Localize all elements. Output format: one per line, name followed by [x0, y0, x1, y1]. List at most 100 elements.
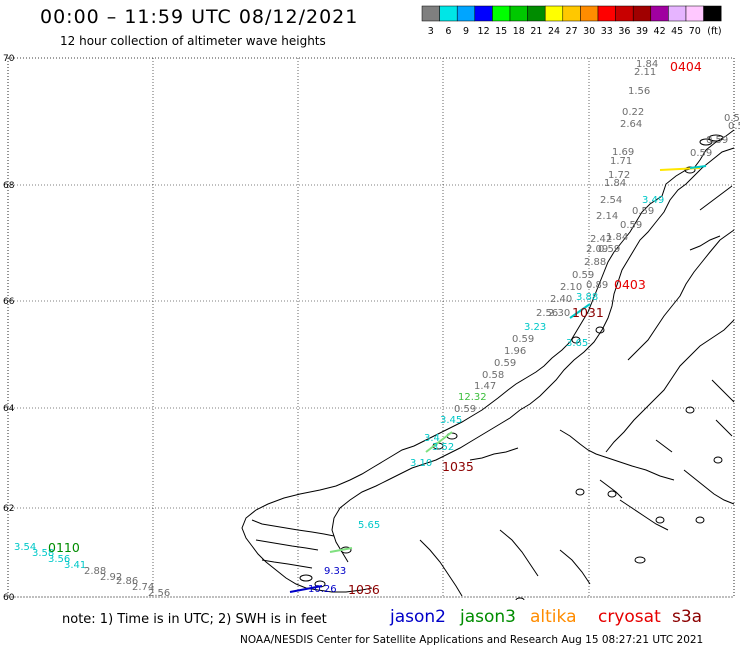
island: [713, 456, 723, 464]
track-segment: [689, 165, 707, 169]
coastline-segment: [599, 479, 623, 499]
island: [571, 336, 581, 344]
track-id-labels: 0404 0403 1031 1035 0110 1036: [48, 59, 702, 597]
scale-label: 24: [548, 26, 560, 37]
coastline-segment: [241, 129, 735, 593]
coastline-segment: [469, 447, 519, 461]
scale-label: 70: [689, 26, 701, 37]
wave-height-value: 0.59: [598, 244, 620, 255]
scale-swatch: [703, 5, 722, 22]
latitude-tick-label: 70: [3, 54, 15, 64]
wave-height-value: 5.65: [358, 520, 380, 531]
track-id: 0403: [614, 277, 646, 292]
island: [595, 326, 605, 334]
map-grid: [7, 57, 735, 598]
coastline-segment: [605, 319, 735, 453]
scale-label: 30: [583, 26, 595, 37]
wave-height-value: 2.14: [596, 211, 618, 222]
wave-height-value: 1.69: [612, 147, 634, 158]
wave-height-value: 3.4: [424, 433, 440, 444]
coastline: [241, 129, 735, 600]
wave-height-value: 3.52: [432, 442, 454, 453]
island: [575, 488, 585, 496]
wave-height-value: 0.59: [512, 334, 534, 345]
island: [708, 134, 724, 142]
wave-height-value: 3.41: [64, 560, 86, 571]
wave-height-value: 1.71: [610, 156, 632, 167]
coastline-segment: [689, 235, 721, 251]
wave-height-value: 0.59: [454, 404, 476, 415]
track-segment: [289, 585, 323, 593]
wave-height-value: 3.88: [576, 292, 598, 303]
track-id: 1031: [572, 305, 604, 320]
wave-height-value: 1.56: [628, 86, 650, 97]
latitude-tick-label: 66: [3, 297, 15, 307]
wave-height-value: 0.59: [620, 220, 642, 231]
island: [634, 556, 646, 564]
coastline-segment: [711, 379, 735, 403]
satellite-tracks: [289, 165, 707, 593]
latitude-ticks: 70 68 66 64 62 60: [3, 54, 15, 600]
footer-credit: NOAA/NESDIS Center for Satellite Applica…: [240, 634, 704, 646]
island: [607, 490, 617, 498]
wave-height-value: 2.30: [548, 308, 570, 319]
latitude-tick-label: 60: [3, 593, 15, 600]
coastline-segment: [419, 539, 463, 597]
coastline-segment: [715, 419, 733, 437]
scale-label: 21: [530, 26, 542, 37]
footer-note: note: 1) Time is in UTC; 2) SWH is in fe…: [62, 612, 327, 627]
coastline-segment: [683, 469, 735, 505]
track-id: 0404: [670, 59, 702, 74]
wave-height-value: 0.58: [482, 370, 504, 381]
latitude-tick-label: 64: [3, 404, 15, 414]
legend-item-cryosat: cryosat: [598, 607, 661, 627]
page-title: 00:00 – 11:59 UTC 08/12/2021: [40, 6, 359, 28]
scale-label: 12: [478, 26, 490, 37]
track-segment: [425, 431, 453, 453]
track-id: 1036: [348, 582, 380, 597]
scale-label: 3: [428, 26, 434, 37]
scale-label: 18: [513, 26, 525, 37]
coastline-segment: [619, 499, 669, 531]
island: [515, 597, 525, 600]
map-frame: [7, 57, 735, 598]
island: [685, 406, 695, 414]
coastline-segment: [499, 529, 539, 577]
wave-height-value: 2.10: [560, 282, 582, 293]
scale-label: 27: [566, 26, 578, 37]
track-id: 1035: [442, 459, 474, 474]
coastline-segment: [627, 229, 735, 361]
coastline-segment: [255, 539, 319, 551]
wave-height-value: 2.11: [634, 67, 656, 78]
latitude-tick-label: 68: [3, 181, 15, 191]
coastline-segment: [261, 559, 313, 569]
wave-height-value: 3.10: [410, 458, 432, 469]
wave-height-value: 2.09: [586, 244, 608, 255]
wave-height-value: 1.72: [608, 170, 630, 181]
latitude-tick-label: 62: [3, 504, 14, 514]
wave-height-value: 1.84: [606, 232, 628, 243]
wave-height-value: 1.47: [474, 381, 496, 392]
island: [695, 516, 705, 524]
wave-height-value: 2.86: [116, 576, 138, 587]
wave-height-value: 3.49: [642, 195, 664, 206]
scale-label: 45: [671, 26, 683, 37]
scale-label: 15: [495, 26, 507, 37]
legend-item-s3a: s3a: [672, 607, 703, 627]
scale-label: 9: [463, 26, 469, 37]
wave-height-value: 2.88: [84, 566, 106, 577]
wave-height-value: 0.59: [690, 148, 712, 159]
track-segment: [329, 547, 353, 553]
wave-height-value: 0.59: [632, 206, 654, 217]
island: [699, 138, 713, 146]
wave-height-value: 3.56: [48, 554, 70, 565]
wave-height-value: 2.64: [620, 119, 642, 130]
coastline-segment: [559, 549, 591, 585]
wave-height-value: 0.59: [572, 270, 594, 281]
wave-height-value: 3.65: [566, 338, 588, 349]
scale-label: 36: [618, 26, 630, 37]
wave-height-value: 2.42: [590, 234, 612, 245]
wave-height-value: 2.88: [584, 257, 606, 268]
scale-label: 6: [445, 26, 451, 37]
